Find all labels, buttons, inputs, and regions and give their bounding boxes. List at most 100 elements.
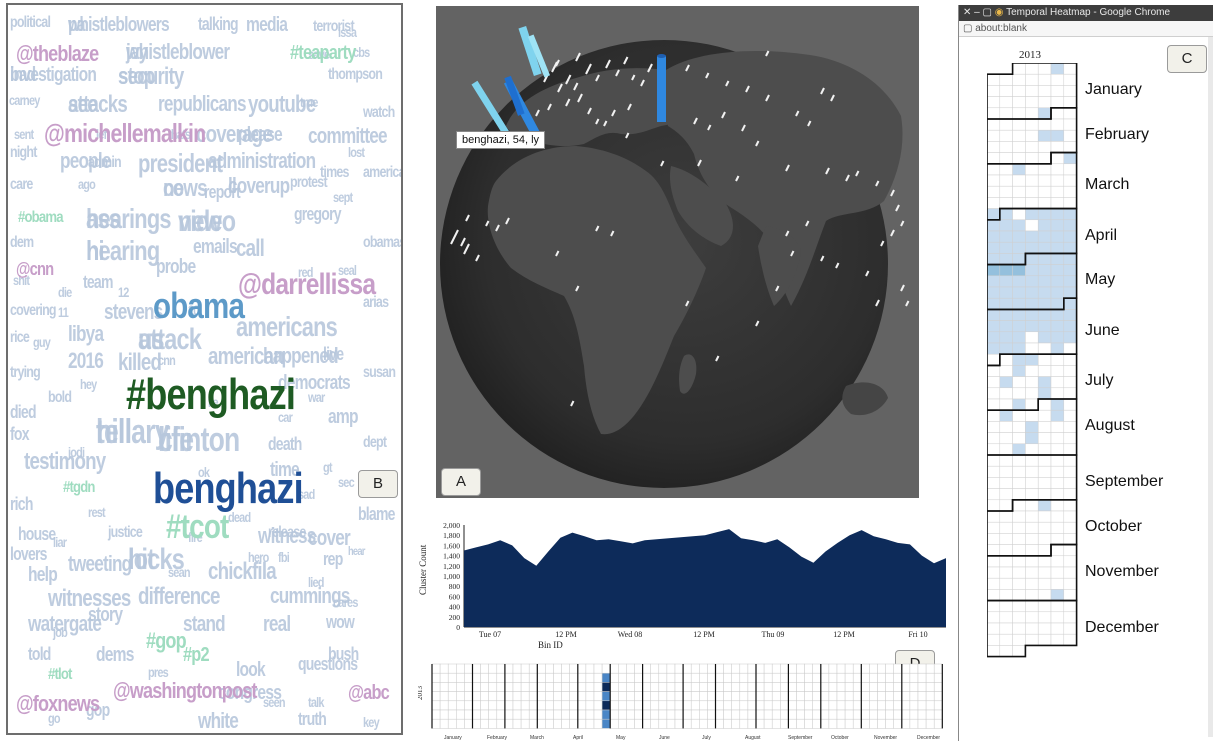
calendar-cell[interactable] [901, 663, 911, 674]
calendar-day-cell[interactable] [1050, 566, 1065, 579]
calendar-cell[interactable] [780, 663, 789, 674]
calendar-cell[interactable] [731, 691, 741, 702]
calendar-day-cell[interactable] [1037, 633, 1052, 646]
calendar-cell[interactable] [545, 672, 554, 683]
cloud-word[interactable]: stop [118, 63, 155, 90]
calendar-day-cell[interactable] [1012, 521, 1026, 534]
calendar-cell[interactable] [472, 709, 481, 720]
calendar-cell[interactable] [674, 672, 684, 683]
calendar-cell[interactable] [933, 682, 943, 692]
calendar-day-cell[interactable] [987, 275, 1001, 288]
cloud-word[interactable]: democrats [278, 372, 351, 394]
calendar-cell[interactable] [488, 700, 498, 711]
calendar-day-cell[interactable] [1025, 499, 1039, 512]
calendar-day-cell[interactable] [1012, 320, 1026, 333]
cloud-word[interactable]: pres [148, 664, 169, 680]
calendar-day-cell[interactable] [987, 286, 1001, 299]
calendar-cell[interactable] [593, 682, 603, 692]
calendar-day-cell[interactable] [1050, 465, 1065, 478]
calendar-day-cell[interactable] [1050, 443, 1065, 456]
calendar-cell[interactable] [699, 691, 708, 702]
calendar-cell[interactable] [504, 709, 514, 720]
calendar-day-cell[interactable] [1012, 589, 1026, 601]
calendar-cell[interactable] [520, 672, 530, 683]
cloud-word[interactable]: 12 [118, 284, 129, 300]
cloud-word[interactable]: @abc [348, 682, 390, 704]
calendar-day-cell[interactable] [987, 320, 1001, 333]
calendar-day-cell[interactable] [1025, 264, 1039, 277]
calendar-cell[interactable] [561, 700, 570, 711]
cloud-word[interactable]: jay [126, 39, 148, 64]
calendar-day-cell[interactable] [1025, 286, 1039, 299]
calendar-cell[interactable] [788, 718, 797, 729]
calendar-cell[interactable] [609, 682, 619, 692]
calendar-day-cell[interactable] [999, 85, 1013, 97]
calendar-day-cell[interactable] [1063, 219, 1077, 232]
cloud-word[interactable]: hero [248, 549, 269, 565]
calendar-cell[interactable] [699, 682, 708, 692]
calendar-cell[interactable] [447, 682, 457, 692]
cloud-word[interactable]: rest [88, 504, 106, 520]
calendar-day-cell[interactable] [999, 208, 1013, 221]
calendar-day-cell[interactable] [1063, 589, 1077, 601]
calendar-cell[interactable] [609, 672, 619, 683]
calendar-cell[interactable] [804, 672, 813, 683]
cloud-word[interactable]: president [138, 148, 223, 178]
calendar-cell[interactable] [820, 718, 830, 729]
calendar-day-cell[interactable] [987, 331, 1001, 344]
globe-svg[interactable] [436, 6, 919, 498]
calendar-cell[interactable] [828, 718, 838, 729]
calendar-day-cell[interactable] [1050, 331, 1065, 344]
calendar-cell[interactable] [796, 718, 805, 729]
calendar-day-cell[interactable] [1012, 163, 1026, 176]
globe-tall-bars[interactable] [471, 25, 666, 139]
calendar-cell[interactable] [634, 682, 643, 692]
calendar-day-cell[interactable] [987, 365, 1001, 377]
calendar-cell[interactable] [553, 718, 562, 729]
calendar-cell[interactable] [593, 718, 603, 729]
calendar-cell[interactable] [537, 700, 546, 711]
cloud-word[interactable]: benghazi [153, 464, 304, 513]
cloud-word[interactable]: died [10, 402, 37, 422]
calendar-day-cell[interactable] [1012, 443, 1026, 456]
calendar-cell[interactable] [674, 718, 684, 729]
calendar-day-cell[interactable] [987, 499, 1001, 512]
calendar-cell[interactable] [561, 672, 570, 683]
calendar-day-cell[interactable] [1050, 432, 1065, 445]
calendar-day-cell[interactable] [987, 73, 1001, 86]
calendar-day-cell[interactable] [1025, 432, 1039, 445]
cloud-word[interactable]: gt [323, 459, 333, 475]
calendar-cell[interactable] [715, 672, 724, 683]
cloud-word[interactable]: liar [53, 534, 67, 550]
calendar-cell[interactable] [520, 718, 530, 729]
calendar-day-cell[interactable] [987, 645, 1001, 657]
calendar-day-cell[interactable] [1037, 488, 1052, 501]
calendar-cell[interactable] [820, 691, 830, 702]
cloud-word[interactable]: thats [168, 126, 191, 142]
calendar-day-cell[interactable] [1012, 141, 1026, 153]
calendar-cell[interactable] [747, 682, 757, 692]
calendar-cell[interactable] [925, 691, 935, 702]
calendar-day-cell[interactable] [1063, 633, 1077, 646]
calendar-day-cell[interactable] [1050, 152, 1065, 165]
cloud-word[interactable]: #teaparty [290, 42, 356, 64]
cloud-word[interactable]: gop [86, 700, 110, 720]
calendar-day-cell[interactable] [1063, 185, 1077, 198]
calendar-cell[interactable] [674, 663, 684, 674]
calendar-cell[interactable] [788, 691, 797, 702]
calendar-cell[interactable] [642, 672, 651, 683]
calendar-day-cell[interactable] [987, 622, 1001, 635]
calendar-day-cell[interactable] [1063, 611, 1077, 624]
cloud-word[interactable]: save [308, 46, 330, 62]
cloud-word[interactable]: care [10, 176, 33, 193]
calendar-cell[interactable] [804, 700, 813, 711]
calendar-day-cell[interactable] [1025, 633, 1039, 646]
calendar-cell[interactable] [561, 718, 570, 729]
cloud-word[interactable]: fbi [278, 549, 290, 565]
calendar-day-cell[interactable] [999, 488, 1013, 501]
calendar-day-cell[interactable] [1025, 409, 1039, 422]
calendar-cell[interactable] [844, 691, 854, 702]
cloud-word[interactable]: @darrellissa [238, 268, 376, 301]
calendar-day-cell[interactable] [1063, 331, 1077, 344]
calendar-cell[interactable] [812, 700, 822, 711]
